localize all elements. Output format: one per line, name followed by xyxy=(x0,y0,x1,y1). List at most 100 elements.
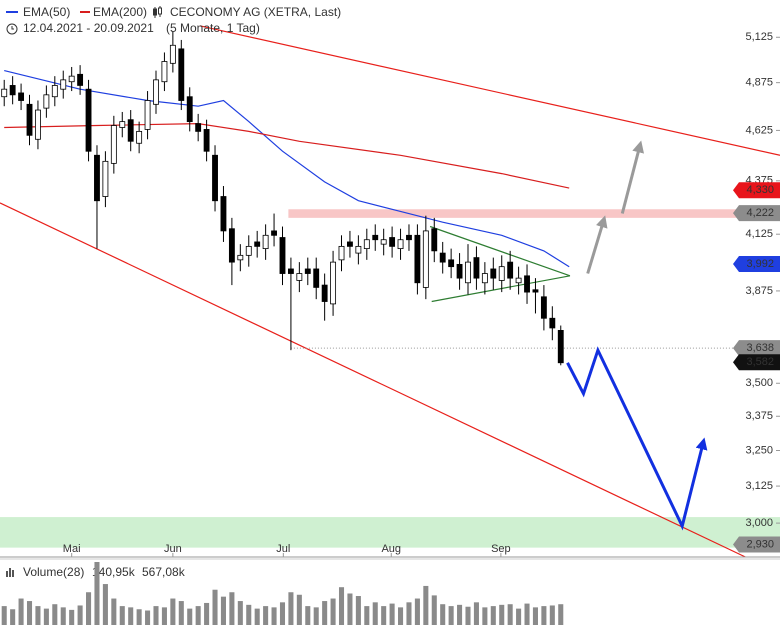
price-label: 2,930 xyxy=(746,538,774,550)
trendline xyxy=(431,275,571,303)
candle-body xyxy=(9,85,16,96)
volume-bar xyxy=(77,605,83,625)
candle-body xyxy=(330,261,337,305)
candle-body xyxy=(414,234,421,284)
candle-body xyxy=(380,239,387,245)
chart-title: CECONOMY AG (XETRA, Last) xyxy=(170,5,341,19)
candle-body xyxy=(498,266,505,281)
zones xyxy=(0,209,780,548)
volume-bar xyxy=(288,592,294,625)
clock-icon xyxy=(6,23,18,35)
candle-body xyxy=(85,88,92,152)
volume-bar xyxy=(195,606,201,625)
candle-body xyxy=(136,130,143,144)
candle-body xyxy=(549,317,556,329)
arrow xyxy=(586,215,608,274)
volume-bar xyxy=(532,607,538,625)
y-tick-label: 3,250 xyxy=(745,444,773,456)
volume-bar xyxy=(347,593,353,625)
volume-bar xyxy=(355,596,361,625)
volume-bar xyxy=(10,609,16,625)
candle-body xyxy=(389,237,396,247)
candle-body xyxy=(321,284,328,302)
candle-body xyxy=(347,241,353,247)
volume-bar xyxy=(254,608,260,625)
candle-body xyxy=(557,330,564,364)
volume-bar xyxy=(381,606,387,625)
volume-bars xyxy=(1,562,564,625)
date-range: 12.04.2021 - 20.09.2021 xyxy=(23,21,154,35)
candle-body xyxy=(186,96,193,123)
volume-bar xyxy=(136,609,142,625)
candle-body xyxy=(195,123,202,132)
volume-bar xyxy=(330,598,336,625)
volume-bar xyxy=(423,585,429,625)
candle-body xyxy=(228,228,235,263)
candle-body xyxy=(406,234,412,241)
price-label: 3,582 xyxy=(746,356,774,368)
y-tick-label: 3,875 xyxy=(745,285,773,297)
axis: 3,0003,1253,2503,3753,5003,8754,1254,375… xyxy=(63,31,780,557)
volume-bar xyxy=(153,606,159,625)
y-tick-label: 3,125 xyxy=(745,480,773,492)
volume-bar xyxy=(372,602,378,625)
candle-body xyxy=(127,119,134,142)
volume-peak: 567,08k xyxy=(142,565,186,579)
volume-bar xyxy=(187,608,193,625)
candles xyxy=(1,31,564,366)
volume-bar xyxy=(271,607,277,625)
volume-bar xyxy=(499,604,505,625)
candle-body xyxy=(515,277,522,284)
volume-bar xyxy=(440,604,446,625)
x-tick-label: Mai xyxy=(63,543,81,555)
volume-bar xyxy=(86,592,92,625)
volume-bar xyxy=(178,601,184,625)
candle-body xyxy=(465,261,471,284)
candle-body xyxy=(372,234,379,241)
candle-body xyxy=(279,237,286,274)
volume-bar xyxy=(43,608,49,625)
clock-hands xyxy=(11,26,14,30)
x-tick-label: Jul xyxy=(276,543,290,555)
volume-bar xyxy=(204,602,210,625)
volume-bar xyxy=(26,601,33,625)
volume-bar xyxy=(35,606,41,625)
volume-bar xyxy=(220,596,226,625)
y-tick-label: 3,500 xyxy=(745,377,773,389)
candle-body xyxy=(422,230,429,288)
volume-title: Volume(28) xyxy=(23,565,84,579)
candle-body xyxy=(43,94,50,109)
volume-bar xyxy=(516,608,522,625)
y-tick-label: 4,875 xyxy=(745,77,773,89)
volume-bar xyxy=(473,602,479,625)
x-tick-label: Sep xyxy=(491,543,511,555)
volume-bar xyxy=(558,604,564,625)
volume-bar xyxy=(524,603,530,625)
candle-body xyxy=(178,48,185,101)
candle-body xyxy=(355,245,362,254)
candle-body xyxy=(169,44,176,64)
candle-body xyxy=(153,79,159,105)
volume-bar xyxy=(338,587,345,625)
volume-bar xyxy=(305,606,311,625)
candle-icon xyxy=(153,6,162,18)
volume-bar xyxy=(389,603,395,625)
candle-body xyxy=(77,73,84,86)
candle-body xyxy=(296,273,303,281)
x-tick-label: Aug xyxy=(381,543,401,555)
candle-body xyxy=(119,121,126,128)
volume-bar xyxy=(263,606,269,625)
volume-bar xyxy=(313,607,319,625)
candle-body xyxy=(68,75,75,83)
volume-bar xyxy=(431,595,437,625)
y-tick-label: 3,375 xyxy=(745,410,773,422)
price-label-box xyxy=(733,354,780,371)
candle-body xyxy=(254,241,261,247)
volume-bar xyxy=(406,602,412,625)
volume-bar xyxy=(490,606,496,625)
volume-bar xyxy=(111,598,117,625)
overlays xyxy=(566,140,708,531)
candle-body xyxy=(532,289,539,293)
volume-bar xyxy=(212,589,218,625)
volume-icon xyxy=(6,568,14,577)
